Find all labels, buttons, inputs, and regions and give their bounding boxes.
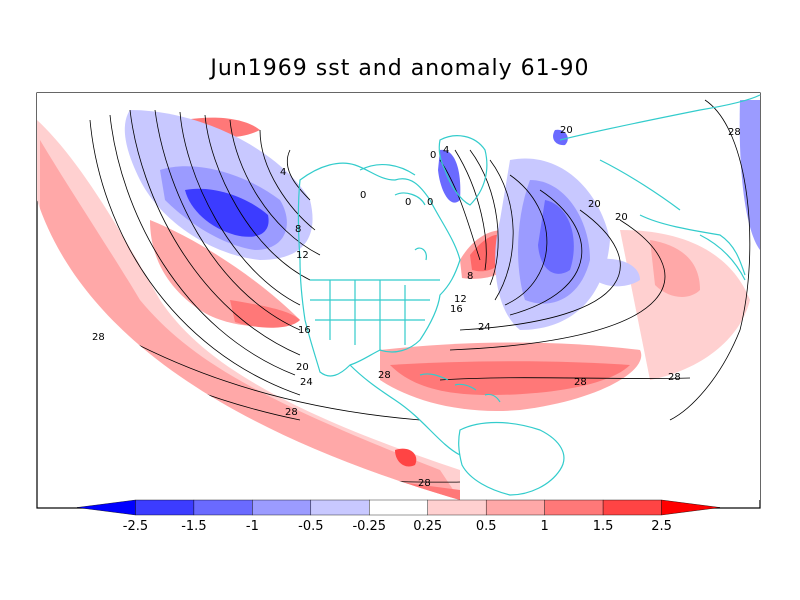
contour-labels: 4 8 12 16 20 24 28 28 28 28 0 0 0 0 4 8 … [92, 125, 741, 489]
colorbar-tick-label: -0.5 [298, 519, 323, 534]
contour-label: 20 [560, 125, 573, 136]
colorbar-tick-label: -1.5 [181, 519, 206, 534]
colorbar: -2.5 -1.5 -1 -0.5 -0.25 0.25 0.5 1 1.5 2.5 [76, 499, 721, 534]
contour-label: 4 [280, 167, 286, 178]
neg-anomaly-east [590, 258, 640, 287]
arctic-islands [359, 163, 427, 261]
colorbar-tick-label: -1 [246, 519, 259, 534]
greenland-coast [438, 135, 488, 206]
contour-label: 12 [454, 294, 467, 305]
us-states-grid [310, 279, 440, 350]
contour-label: 28 [92, 332, 105, 343]
map-title: Jun1969 sst and anomaly 61-90 [210, 56, 590, 81]
central-america-coast [349, 364, 461, 456]
sst-contours [59, 99, 751, 483]
contour-label: 12 [296, 250, 309, 261]
colorbar-tick-label: 1.5 [593, 519, 614, 534]
colorbar-swatch [427, 499, 487, 516]
coastlines [297, 94, 761, 496]
colorbar-swatch [602, 499, 662, 516]
contour-label: 24 [478, 322, 491, 333]
contour-label: 16 [298, 325, 311, 336]
contour-label: 24 [300, 377, 313, 388]
colorbar-swatch [369, 499, 428, 516]
neg-anomaly-small-east [553, 129, 568, 146]
pos-anomaly-pacific-east [150, 220, 300, 327]
contour-label: 28 [285, 407, 298, 418]
colorbar-swatch [310, 499, 370, 516]
africa-coast [699, 234, 746, 281]
pos-anomaly-east-atlantic-core [650, 240, 700, 297]
colorbar-swatch [252, 499, 312, 516]
pos-anomaly-east-atlantic [620, 230, 750, 380]
colorbar-swatch [135, 499, 195, 516]
contour-label: 28 [574, 377, 587, 388]
colorbar-swatch [76, 499, 136, 516]
contour-label: 28 [668, 372, 681, 383]
contour-label: 0 [430, 150, 436, 161]
contour-label: 0 [360, 190, 366, 201]
contour-label: 28 [728, 127, 741, 138]
colorbar-tick-label: 2.5 [651, 519, 672, 534]
contour-label: 20 [615, 212, 628, 223]
colorbar-swatch [544, 499, 604, 516]
neg-anomaly-north-atlantic-core [538, 200, 574, 274]
contour-label: 0 [405, 197, 411, 208]
colorbar-tick-label: 1 [540, 519, 548, 534]
contour-label: 28 [378, 370, 391, 381]
europe-coast [559, 94, 761, 276]
neg-anomaly-right-edge [739, 100, 760, 250]
colorbar-tick-label: -2.5 [123, 519, 148, 534]
caribbean-islands [419, 373, 501, 403]
contour-label: 8 [295, 224, 301, 235]
colorbar-swatch [485, 499, 545, 516]
colorbar-swatch [193, 499, 253, 516]
contour-label: 20 [588, 199, 601, 210]
contour-label: 4 [443, 145, 449, 156]
colorbar-tick-label: 0.25 [413, 519, 442, 534]
colorbar-tick-label: 0.5 [476, 519, 497, 534]
contour-label: 8 [467, 271, 473, 282]
south-america-coast [458, 421, 565, 496]
contour-label: 20 [296, 362, 309, 373]
colorbar-tick-label: -0.25 [352, 519, 386, 534]
colorbar-swatch [661, 499, 721, 516]
contour-label: 16 [450, 304, 463, 315]
north-america-coast [297, 162, 461, 377]
contour-label: 28 [418, 478, 431, 489]
pos-anomaly-spot [395, 448, 417, 467]
contour-label: 0 [427, 197, 433, 208]
